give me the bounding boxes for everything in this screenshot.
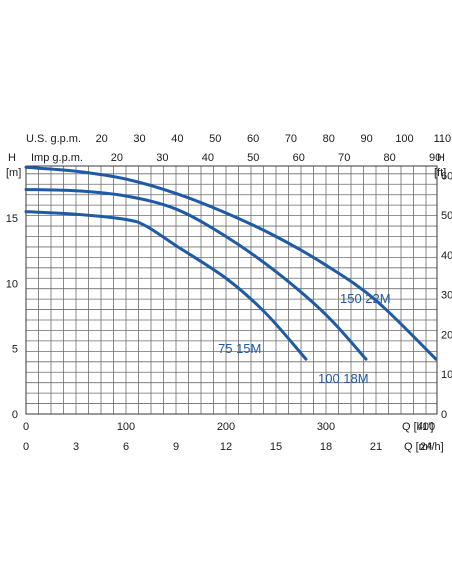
q-lmin-tick-label: 200 — [217, 421, 235, 433]
us-gpm-tick-label: 50 — [209, 133, 221, 145]
curve-150-22m — [24, 165, 438, 361]
y-ft-tick-label: 30 — [441, 290, 452, 302]
q-m3h-axis-label: Q [m³/h] — [404, 441, 444, 453]
imp-gpm-tick-label: 20 — [111, 152, 123, 164]
q-lmin-tick-label: 300 — [317, 421, 335, 433]
q-m3h-tick-label: 6 — [123, 441, 129, 453]
grid — [25, 166, 437, 415]
q-m3h-tick-label: 3 — [73, 441, 79, 453]
q-lmin-ticks: 0 100 200 300 400 — [23, 421, 435, 433]
y-m-tick-label: 10 — [6, 278, 18, 290]
curve-75-15m — [24, 210, 308, 361]
us-gpm-tick-label: 90 — [361, 133, 373, 145]
q-lmin-axis-label: Q [l/1'] — [402, 421, 433, 433]
q-lmin-tick-label: 100 — [117, 421, 135, 433]
y-ft-tick-label: 10 — [441, 369, 452, 381]
curve-label-75-15m: 75 15M — [218, 341, 261, 356]
y-ft-tick-label: 0 — [441, 409, 447, 421]
y-m-ticks: 0 5 10 15 — [6, 213, 18, 421]
y-ft-ticks: 0 10 20 30 40 50 60 — [441, 170, 452, 421]
us-gpm-tick-label: 60 — [247, 133, 259, 145]
y-ft-tick-label: 40 — [441, 250, 452, 262]
imp-gpm-tick-label: 30 — [156, 152, 168, 164]
y-ft-tick-label: 20 — [441, 329, 452, 341]
curve-label-100-18m: 100 18M — [318, 371, 369, 386]
us-gpm-tick-label: 40 — [171, 133, 183, 145]
right-unit-label: [ft] — [434, 167, 446, 179]
imp-gpm-tick-label: 60 — [293, 152, 305, 164]
imp-gpm-axis-label: Imp g.p.m. — [31, 152, 83, 164]
us-gpm-tick-label: 80 — [323, 133, 335, 145]
y-m-tick-label: 15 — [6, 213, 18, 225]
imp-gpm-ticks: 20 30 40 50 60 70 80 90 — [111, 152, 441, 164]
q-lmin-tick-label: 0 — [23, 421, 29, 433]
q-m3h-tick-label: 18 — [320, 441, 332, 453]
us-gpm-tick-label: 70 — [285, 133, 297, 145]
q-m3h-tick-label: 21 — [370, 441, 382, 453]
q-m3h-tick-label: 24 — [420, 441, 432, 453]
imp-gpm-tick-label: 50 — [247, 152, 259, 164]
y-ft-tick-label: 50 — [441, 210, 452, 222]
left-h-label: H — [8, 152, 16, 164]
us-gpm-tick-label: 20 — [96, 133, 108, 145]
us-gpm-axis-label: U.S. g.p.m. — [26, 133, 81, 145]
right-h-label: H — [437, 152, 445, 164]
q-lmin-tick-label: 400 — [417, 421, 435, 433]
us-gpm-tick-label: 110 — [434, 133, 452, 145]
us-gpm-ticks: 20 30 40 50 60 70 80 90 100 110 — [96, 133, 452, 145]
y-ft-tick-label: 60 — [441, 170, 452, 182]
imp-gpm-tick-label: 40 — [202, 152, 214, 164]
imp-gpm-tick-label: 90 — [429, 152, 441, 164]
q-m3h-tick-label: 15 — [270, 441, 282, 453]
q-m3h-ticks: 0 3 6 9 12 15 18 21 24 — [23, 441, 432, 453]
imp-gpm-tick-label: 70 — [338, 152, 350, 164]
y-m-tick-label: 5 — [12, 344, 18, 356]
curve-100-18m — [24, 187, 368, 361]
us-gpm-tick-label: 30 — [133, 133, 145, 145]
left-unit-label: [m] — [6, 167, 21, 179]
q-m3h-tick-label: 0 — [23, 441, 29, 453]
q-m3h-tick-label: 9 — [173, 441, 179, 453]
plot-frame — [25, 165, 438, 415]
curve-label-150-22m: 150 22M — [340, 291, 391, 306]
imp-gpm-tick-label: 80 — [384, 152, 396, 164]
curves — [24, 165, 438, 361]
us-gpm-tick-label: 100 — [395, 133, 413, 145]
y-m-tick-label: 0 — [12, 409, 18, 421]
q-m3h-tick-label: 12 — [220, 441, 232, 453]
